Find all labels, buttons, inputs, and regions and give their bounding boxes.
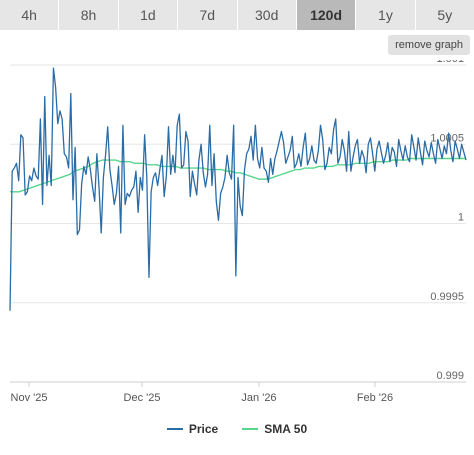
y-tick-label: 0.999 — [436, 370, 464, 382]
tab-7d[interactable]: 7d — [178, 0, 238, 30]
legend-item-price[interactable]: Price — [166, 422, 219, 436]
remove-graph-button[interactable]: remove graph — [388, 35, 470, 55]
tab-4h[interactable]: 4h — [0, 0, 60, 30]
y-tick-label: 1.001 — [436, 60, 464, 65]
tab-1y[interactable]: 1y — [356, 0, 416, 30]
x-tick-label: Dec '25 — [124, 392, 161, 404]
x-tick-label: Jan '26 — [241, 392, 276, 404]
x-axis-labels: Nov '25 Dec '25 Jan '26 Feb '26 — [11, 392, 394, 404]
x-tick-label: Feb '26 — [357, 392, 393, 404]
x-tick-label: Nov '25 — [11, 392, 48, 404]
tab-5y[interactable]: 5y — [437, 7, 453, 23]
range-tabs: 4h 8h 1d 7d 30d 120d 1y 5y — [0, 0, 474, 30]
legend-item-sma-50[interactable]: SMA 50 — [242, 422, 307, 436]
chart-legend: Price SMA 50 — [0, 420, 474, 438]
legend-label: SMA 50 — [264, 422, 308, 436]
tab-1d[interactable]: 1d — [119, 0, 179, 30]
tab-120d[interactable]: 120d — [296, 0, 357, 30]
tab-8h[interactable]: 8h — [59, 0, 119, 30]
legend-label: Price — [188, 422, 219, 436]
legend-swatch — [242, 428, 259, 430]
tab-30d[interactable]: 30d — [238, 0, 297, 30]
legend-swatch — [166, 428, 183, 430]
series-line-price — [9, 67, 467, 311]
y-tick-label: 0.9995 — [430, 291, 464, 303]
grid-layer — [10, 64, 466, 387]
series-layer — [9, 67, 467, 311]
y-tick-label: 1 — [458, 212, 464, 224]
